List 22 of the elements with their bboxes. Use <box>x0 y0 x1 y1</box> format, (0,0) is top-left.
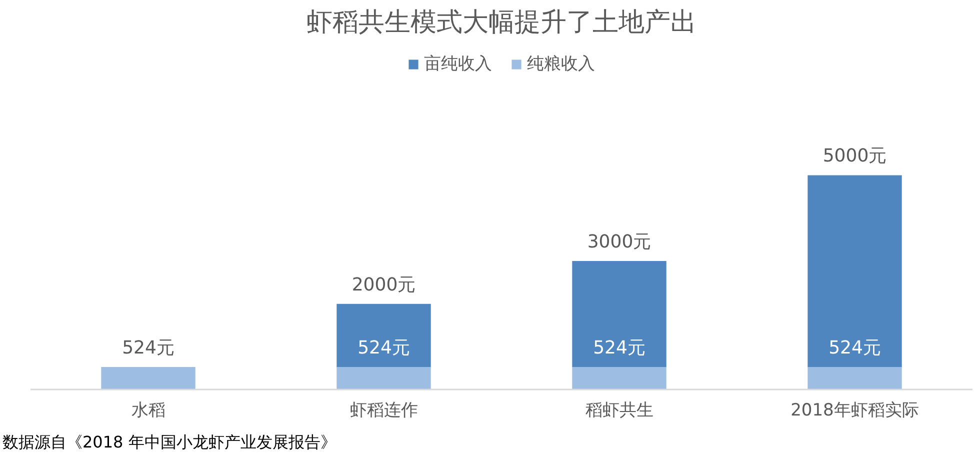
data-label: 524元 <box>828 337 881 358</box>
legend-label: 亩纯收入 <box>424 53 492 75</box>
x-tick-label: 虾稻连作 <box>350 400 418 420</box>
data-label: 524元 <box>358 337 410 358</box>
bar <box>808 367 902 390</box>
bar <box>572 367 666 390</box>
x-tick-label: 水稻 <box>131 400 166 420</box>
bar <box>808 175 902 368</box>
x-tick-label: 2018年虾稻实际 <box>790 400 919 420</box>
bar <box>336 304 431 368</box>
x-tick-label: 稻虾共生 <box>585 400 654 420</box>
total-label: 3000元 <box>587 231 652 252</box>
data-label: 524元 <box>593 337 646 358</box>
text: 数据源自《2018 年中国小龙虾产业发展报告》 <box>2 432 336 452</box>
legend-label: 纯粮收入 <box>527 53 595 75</box>
data-label: 524元 <box>122 337 174 358</box>
total-label: 5000元 <box>822 146 887 167</box>
total-label: 2000元 <box>352 274 416 296</box>
bar <box>572 260 666 368</box>
chart-title: 虾稻共生模式大幅提升了土地产出 <box>306 8 696 38</box>
bar <box>101 367 196 390</box>
bar <box>336 367 431 390</box>
